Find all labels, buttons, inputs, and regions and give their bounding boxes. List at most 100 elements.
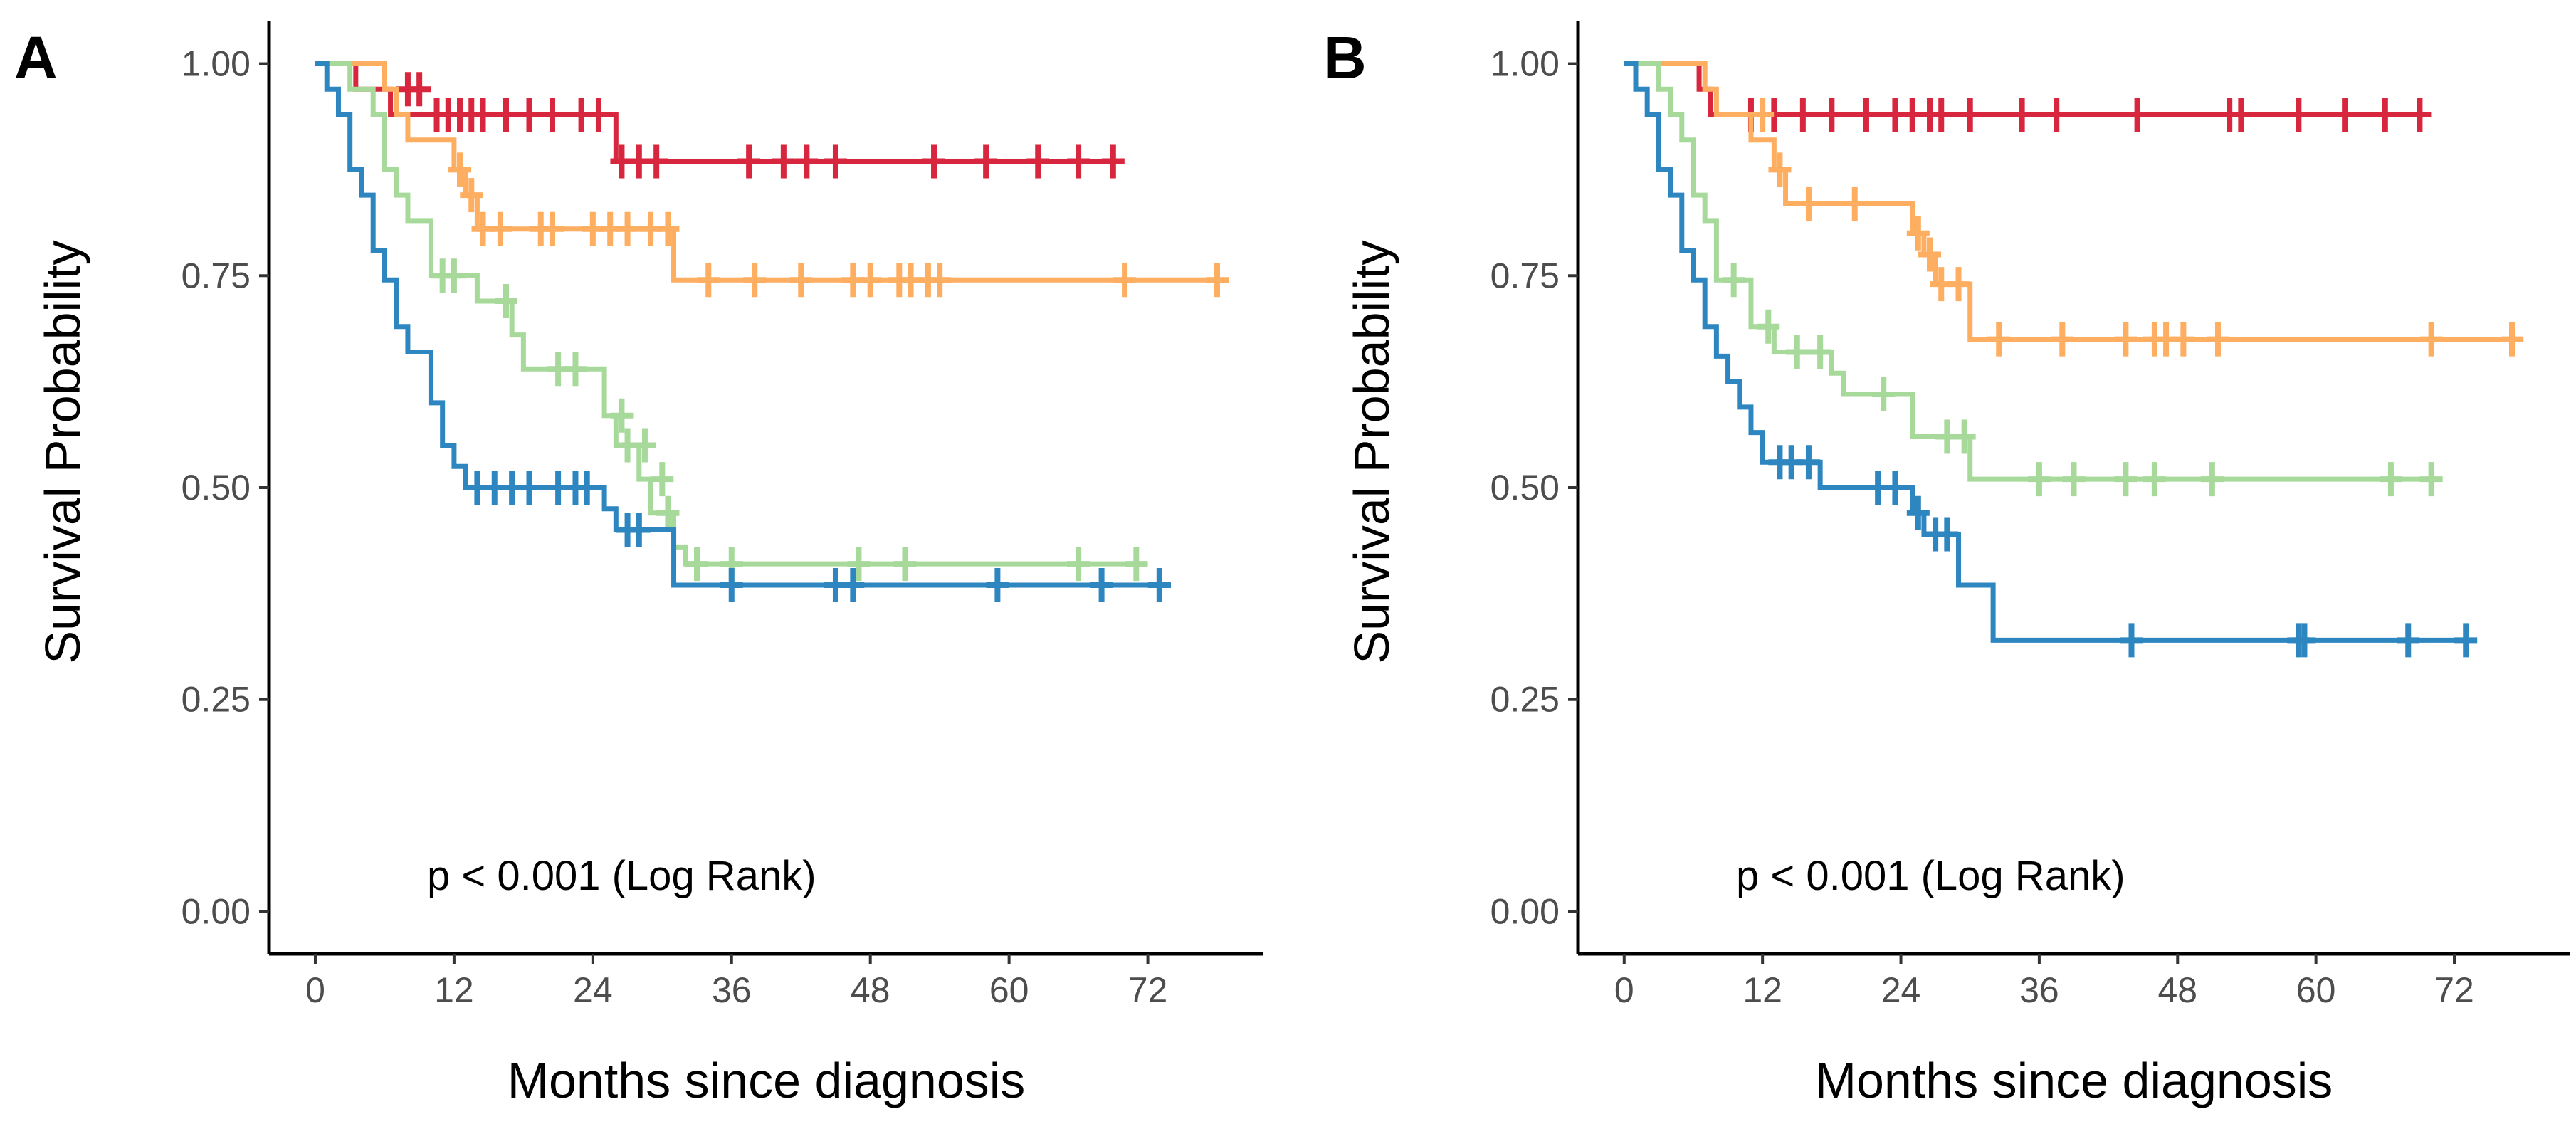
x-tick-label: 0 <box>1614 970 1634 1010</box>
censor-mark <box>616 211 639 246</box>
y-tick-label: 0.00 <box>1491 891 1560 931</box>
km-curve-orange <box>315 61 1218 283</box>
x-tick-label: 36 <box>712 970 752 1010</box>
censor-mark <box>587 98 610 132</box>
censor-mark <box>2143 462 2166 497</box>
censor-mark <box>564 352 587 387</box>
censor-mark <box>1843 187 1866 221</box>
x-tick-label: 24 <box>573 970 613 1010</box>
censor-mark <box>2373 98 2397 132</box>
censor-mark <box>922 144 946 179</box>
y-tick-label: 0.75 <box>1491 256 1560 295</box>
censor-mark <box>1757 309 1780 344</box>
panel-letter: A <box>14 24 58 91</box>
censor-mark <box>1206 263 1229 298</box>
y-tick-label: 1.00 <box>182 44 251 84</box>
censor-mark <box>697 263 720 298</box>
log-rank-annotation: p < 0.001 (Log Rank) <box>1736 853 2125 899</box>
censor-mark <box>656 211 680 246</box>
censor-mark <box>928 263 952 298</box>
censor-mark <box>2419 322 2443 357</box>
censor-mark <box>1809 335 1832 369</box>
censor-mark <box>1768 152 1792 187</box>
y-tick-label: 0.75 <box>182 256 251 295</box>
censor-mark <box>772 144 795 179</box>
censor-mark <box>1791 98 1814 132</box>
y-tick-label: 0.25 <box>182 680 251 720</box>
censor-mark <box>1872 377 1896 411</box>
x-tick-label: 36 <box>2019 970 2059 1010</box>
censor-mark <box>495 98 518 132</box>
censor-mark <box>1952 419 1976 454</box>
censor-mark <box>2397 623 2420 658</box>
km-curve-red <box>315 61 1113 164</box>
censor-mark <box>1797 445 1820 480</box>
censor-mark <box>2229 98 2253 132</box>
censor-mark <box>1797 187 1820 221</box>
y-tick-label: 0.25 <box>1491 680 1560 720</box>
censor-mark <box>1820 98 1844 132</box>
censor-mark <box>789 263 813 298</box>
x-tick-label: 60 <box>989 970 1029 1010</box>
censor-mark <box>1026 144 1050 179</box>
x-axis-title: Months since diagnosis <box>1815 1053 2333 1108</box>
censor-mark <box>2206 322 2229 357</box>
censor-mark <box>847 547 871 582</box>
censor-mark <box>974 144 998 179</box>
panel-a-km-plot: 0.00 0.25 0.50 0.75 1.00 0 12 24 36 48 60 72 Months … <box>14 21 1263 1108</box>
panel-letter: B <box>1323 24 1367 91</box>
x-tick-label: 12 <box>1742 970 1782 1010</box>
censor-mark <box>645 144 668 179</box>
km-curve-green <box>315 61 1148 567</box>
censor-mark <box>517 471 541 505</box>
censor-mark <box>1147 567 1171 602</box>
y-axis-title: Survival Probability <box>1344 240 1399 663</box>
y-tick-label: 1.00 <box>1491 44 1560 84</box>
series-green <box>1624 61 2443 497</box>
censor-mark <box>1751 98 1775 132</box>
y-axis-title: Survival Probability <box>35 240 90 663</box>
censor-mark <box>986 567 1009 602</box>
series-orange <box>315 61 1229 298</box>
censor-mark <box>720 567 743 602</box>
censor-mark <box>610 398 634 433</box>
censor-mark <box>517 98 541 132</box>
censor-mark <box>2379 462 2402 497</box>
series-orange <box>1624 61 2524 357</box>
censor-mark <box>656 495 680 530</box>
censor-mark <box>1987 322 2011 357</box>
censor-mark <box>858 263 882 298</box>
censor-mark <box>737 144 761 179</box>
x-tick-label: 12 <box>434 970 474 1010</box>
censor-mark <box>540 98 564 132</box>
x-tick-label: 48 <box>2157 970 2197 1010</box>
censor-mark <box>627 513 651 547</box>
censor-mark <box>495 284 518 318</box>
censor-mark <box>575 471 599 505</box>
censor-mark <box>1101 144 1125 179</box>
series-blue <box>1624 61 2478 658</box>
censor-mark <box>2419 462 2443 497</box>
panel-b-km-plot: 0.00 0.25 0.50 0.75 1.00 0 12 24 36 48 60 72 Months … <box>1323 21 2570 1108</box>
log-rank-annotation: p < 0.001 (Log Rank) <box>427 853 816 899</box>
censor-mark <box>442 258 466 293</box>
censor-mark <box>633 428 656 463</box>
censor-mark <box>685 547 709 582</box>
censor-mark <box>2010 98 2034 132</box>
series-blue <box>315 61 1172 602</box>
censor-mark <box>471 98 495 132</box>
y-tick-label: 0.50 <box>1491 468 1560 508</box>
censor-mark <box>841 567 865 602</box>
series-red <box>315 61 1125 179</box>
y-tick-label: 0.00 <box>182 891 251 931</box>
censor-mark <box>824 144 847 179</box>
censor-mark <box>2114 462 2138 497</box>
x-tick-label: 72 <box>1128 970 1168 1010</box>
censor-mark <box>2114 322 2138 357</box>
censor-mark <box>460 178 483 213</box>
censor-mark <box>2293 623 2316 658</box>
censor-mark <box>2120 623 2143 658</box>
censor-mark <box>1722 263 1745 298</box>
censor-mark <box>1067 547 1090 582</box>
